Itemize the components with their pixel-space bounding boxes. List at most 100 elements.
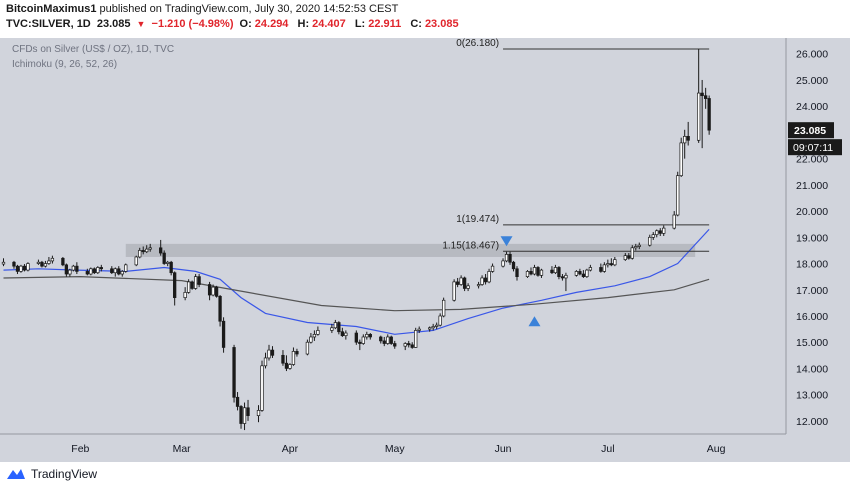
candle[interactable]	[515, 266, 519, 281]
candle[interactable]	[330, 323, 334, 334]
candle[interactable]	[232, 344, 236, 403]
candle[interactable]	[284, 355, 289, 372]
candle[interactable]	[386, 334, 390, 345]
candle[interactable]	[536, 266, 540, 277]
candle[interactable]	[43, 260, 48, 268]
candle[interactable]	[113, 267, 117, 277]
candle[interactable]	[504, 251, 509, 263]
candle[interactable]	[148, 243, 152, 252]
candle[interactable]	[557, 266, 561, 280]
candle[interactable]	[648, 234, 652, 247]
candle[interactable]	[169, 260, 173, 276]
candle[interactable]	[64, 263, 69, 277]
candle[interactable]	[525, 270, 530, 278]
candle[interactable]	[623, 253, 627, 261]
candle[interactable]	[455, 277, 460, 288]
candle[interactable]	[26, 262, 30, 272]
candle[interactable]	[193, 274, 198, 290]
candle[interactable]	[452, 279, 456, 302]
candle[interactable]	[368, 333, 372, 340]
author-name[interactable]: BitcoinMaximus1	[6, 3, 97, 15]
candle[interactable]	[75, 262, 79, 275]
candle[interactable]	[553, 264, 558, 275]
candle[interactable]	[609, 258, 613, 267]
candle[interactable]	[414, 327, 418, 348]
candle[interactable]	[89, 267, 93, 276]
price-chart[interactable]: 0(26.180) 1(19.474) 1.15(18.467) 12.000 13.…	[0, 38, 850, 462]
candle[interactable]	[235, 392, 240, 411]
candle[interactable]	[662, 225, 666, 236]
candle[interactable]	[407, 340, 411, 348]
tradingview-logo[interactable]: TradingView	[6, 467, 97, 481]
candle[interactable]	[40, 260, 44, 268]
candle[interactable]	[124, 263, 128, 273]
candle[interactable]	[459, 275, 463, 286]
candle[interactable]	[19, 264, 23, 273]
candle[interactable]	[36, 259, 41, 265]
candle[interactable]	[337, 321, 341, 335]
candle[interactable]	[61, 256, 65, 267]
candle[interactable]	[602, 262, 606, 273]
candle[interactable]	[676, 171, 680, 217]
candle[interactable]	[99, 264, 103, 272]
candle[interactable]	[316, 326, 320, 336]
candle[interactable]	[120, 270, 124, 277]
candle[interactable]	[340, 327, 344, 337]
candle[interactable]	[186, 279, 191, 294]
candle[interactable]	[291, 347, 296, 366]
candle[interactable]	[183, 287, 187, 301]
candle[interactable]	[197, 274, 201, 288]
candle[interactable]	[365, 331, 369, 340]
candle[interactable]	[221, 317, 226, 353]
candle[interactable]	[305, 339, 310, 356]
candle[interactable]	[47, 256, 51, 265]
candle[interactable]	[214, 285, 219, 298]
candle[interactable]	[606, 259, 610, 268]
candle[interactable]	[379, 335, 383, 344]
candle[interactable]	[560, 274, 565, 281]
candle[interactable]	[655, 229, 659, 238]
candle[interactable]	[358, 339, 362, 351]
price-axis[interactable]	[786, 38, 850, 434]
candle[interactable]	[393, 340, 397, 349]
candle[interactable]	[428, 326, 432, 332]
candle[interactable]	[637, 242, 641, 250]
candle[interactable]	[138, 247, 142, 259]
candle[interactable]	[173, 271, 177, 306]
candle[interactable]	[431, 323, 435, 331]
candle[interactable]	[239, 405, 243, 429]
candle[interactable]	[256, 405, 261, 423]
candle[interactable]	[403, 342, 407, 351]
candle[interactable]	[574, 270, 579, 277]
candle[interactable]	[12, 260, 16, 269]
candle[interactable]	[110, 266, 114, 275]
candle[interactable]	[134, 255, 138, 267]
candle[interactable]	[96, 266, 100, 275]
candle[interactable]	[145, 245, 149, 254]
candle[interactable]	[462, 276, 467, 292]
candle[interactable]	[190, 280, 194, 290]
candle[interactable]	[704, 87, 708, 109]
candle[interactable]	[442, 297, 446, 318]
candle[interactable]	[354, 330, 358, 345]
candle[interactable]	[246, 399, 250, 421]
candle[interactable]	[68, 268, 72, 277]
candle[interactable]	[578, 268, 582, 276]
candle[interactable]	[529, 267, 533, 276]
candle[interactable]	[295, 348, 299, 357]
candle[interactable]	[466, 283, 470, 292]
candle[interactable]	[50, 255, 55, 264]
candle[interactable]	[651, 232, 655, 240]
candle[interactable]	[679, 137, 683, 177]
candle[interactable]	[585, 268, 589, 278]
candle[interactable]	[242, 402, 247, 431]
candle[interactable]	[588, 264, 593, 272]
candle[interactable]	[697, 49, 701, 143]
time-axis[interactable]	[0, 434, 850, 462]
candle[interactable]	[267, 344, 271, 361]
candle[interactable]	[15, 264, 20, 275]
candle[interactable]	[613, 256, 617, 267]
candle[interactable]	[260, 360, 264, 412]
candle[interactable]	[159, 239, 163, 256]
candle[interactable]	[162, 250, 166, 265]
